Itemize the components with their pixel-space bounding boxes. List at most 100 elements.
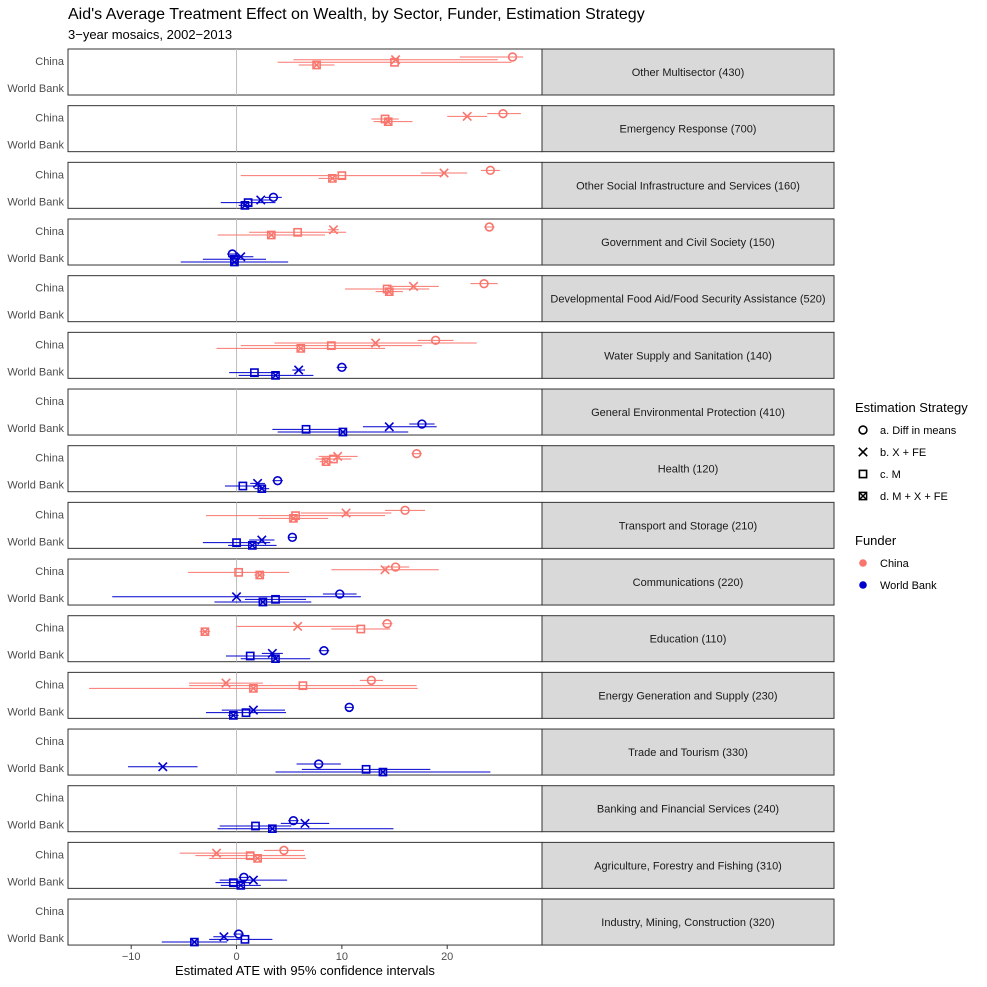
strip-box bbox=[541, 785, 835, 833]
y-tick-label: China bbox=[35, 453, 65, 465]
strip-box bbox=[541, 388, 835, 436]
y-tick-label: World Bank bbox=[7, 650, 64, 662]
estimate-point bbox=[232, 538, 241, 548]
estimate-point bbox=[507, 52, 518, 62]
facet-panel: Banking and Financial Services (240) Chin… bbox=[7, 785, 835, 834]
y-tick-label: World Bank bbox=[7, 933, 64, 945]
estimate-point bbox=[300, 818, 310, 829]
x-axis-label: Estimated ATE with 95% confidence interv… bbox=[175, 963, 435, 978]
estimate-point bbox=[356, 624, 366, 634]
estimate-point bbox=[390, 562, 401, 572]
estimate-point bbox=[253, 854, 262, 863]
strip-box bbox=[541, 275, 835, 323]
y-tick-label: World Bank bbox=[7, 820, 64, 832]
panel-frame bbox=[67, 218, 543, 266]
estimate-point bbox=[321, 457, 331, 467]
panel-frame bbox=[67, 161, 543, 209]
strip-box bbox=[541, 898, 835, 946]
estimate-point bbox=[291, 511, 300, 521]
legend-strategy-label: c. M bbox=[880, 469, 901, 481]
estimate-point bbox=[267, 824, 277, 834]
strip-box bbox=[541, 105, 835, 153]
strip-box bbox=[541, 161, 835, 209]
estimate-point bbox=[250, 368, 259, 378]
panel-frame bbox=[67, 501, 543, 549]
estimate-point bbox=[417, 419, 427, 429]
legend-funder-label: World Bank bbox=[880, 580, 937, 592]
estimate-point bbox=[258, 597, 268, 607]
facet-panel: Energy Generation and Supply (230) China W… bbox=[7, 671, 835, 720]
estimate-point bbox=[271, 371, 280, 380]
estimate-point bbox=[384, 421, 395, 432]
estimate-point bbox=[382, 284, 392, 294]
estimate-point bbox=[272, 475, 283, 486]
estimate-point bbox=[240, 934, 250, 944]
strip-label: Other Multisector (430) bbox=[632, 67, 744, 79]
strip-label: Industry, Mining, Construction (320) bbox=[601, 917, 774, 929]
y-tick-label: World Bank bbox=[7, 83, 64, 95]
facet-panel: Communications (220) China World Bank bbox=[7, 558, 835, 607]
y-tick-label: World Bank bbox=[7, 423, 64, 435]
estimate-point bbox=[337, 171, 347, 181]
estimate-point bbox=[338, 427, 348, 437]
chart-title: Aid's Average Treatment Effect on Wealth… bbox=[68, 6, 645, 23]
y-tick-label: China bbox=[35, 849, 65, 861]
y-tick-label: World Bank bbox=[7, 593, 64, 605]
legend: Estimation Strategy a. Diff in means b. X … bbox=[855, 400, 968, 592]
panel-frame bbox=[67, 785, 543, 833]
panel-frame bbox=[67, 48, 543, 96]
estimate-point bbox=[411, 448, 422, 459]
estimate-point bbox=[485, 165, 496, 176]
estimate-point bbox=[268, 192, 279, 203]
estimate-point bbox=[251, 821, 260, 831]
estimate-point bbox=[382, 618, 392, 629]
facet-panel: Transport and Storage (210) China World Ba… bbox=[7, 501, 835, 550]
strip-label: Education (110) bbox=[650, 634, 727, 646]
estimate-point bbox=[245, 651, 255, 661]
facet-panel: Trade and Tourism (330) China World Bank bbox=[7, 728, 835, 777]
estimate-point bbox=[233, 929, 244, 939]
strip-label: Banking and Financial Services (240) bbox=[597, 804, 779, 816]
legend-funder-key bbox=[859, 559, 867, 567]
estimate-point bbox=[361, 764, 371, 774]
y-tick-label: China bbox=[35, 169, 65, 181]
estimate-point bbox=[289, 514, 298, 523]
estimate-point bbox=[337, 362, 347, 373]
estimate-point bbox=[266, 230, 276, 240]
strip-label: Energy Generation and Supply (230) bbox=[598, 690, 777, 702]
legend-strategy-key bbox=[858, 447, 868, 457]
estimate-point bbox=[383, 117, 393, 127]
legend-strategy-label: d. M + X + FE bbox=[880, 491, 948, 503]
x-tick-label: 20 bbox=[441, 951, 453, 963]
y-tick-label: China bbox=[35, 56, 65, 68]
estimate-point bbox=[328, 173, 337, 183]
legend-strategy-key bbox=[858, 491, 868, 501]
strip-label: Developmental Food Aid/Food Security Ass… bbox=[550, 294, 825, 306]
estimate-point bbox=[292, 621, 303, 632]
estimate-point bbox=[335, 589, 345, 599]
y-tick-label: China bbox=[35, 509, 65, 521]
facet-panel: Other Social Infrastructure and Services… bbox=[7, 161, 835, 210]
estimate-point bbox=[326, 341, 336, 351]
panel-frame bbox=[67, 105, 543, 153]
y-tick-label: China bbox=[35, 623, 65, 635]
estimate-point bbox=[279, 845, 289, 856]
facet-panel: Industry, Mining, Construction (320) Chin… bbox=[7, 898, 835, 947]
strip-box bbox=[541, 615, 835, 663]
facet-panel: General Environmental Protection (410) Ch… bbox=[7, 388, 835, 437]
panel-frame bbox=[67, 445, 543, 493]
estimate-point bbox=[312, 60, 321, 70]
estimate-point bbox=[271, 594, 280, 604]
strip-box bbox=[541, 331, 835, 379]
estimate-point bbox=[498, 108, 508, 119]
estimate-point bbox=[236, 881, 246, 890]
strip-label: Emergency Response (700) bbox=[620, 124, 757, 136]
estimate-point bbox=[296, 344, 306, 353]
y-tick-label: China bbox=[35, 906, 65, 918]
strip-box bbox=[541, 445, 835, 493]
panel-frame bbox=[67, 615, 543, 663]
y-tick-label: World Bank bbox=[7, 310, 64, 322]
facet-panel: Developmental Food Aid/Food Security Ass… bbox=[7, 275, 835, 323]
estimate-point bbox=[230, 257, 239, 267]
